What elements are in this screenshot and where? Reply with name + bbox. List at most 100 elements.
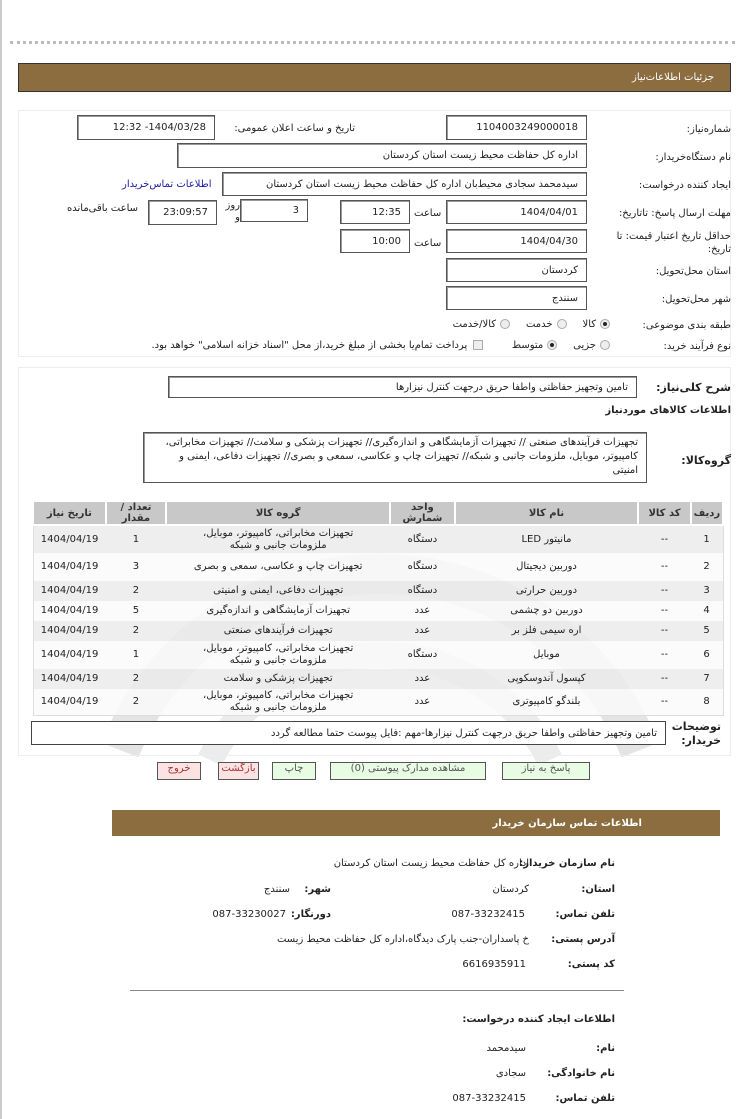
cell-qty: 2: [105, 689, 167, 716]
need-info-panel: [18, 110, 731, 357]
goods-table: ردیف کد کالا نام کالا واحد شمارش گروه کا…: [32, 500, 725, 716]
creator-label: ایجاد کننده درخواست:: [638, 180, 731, 191]
view-attachments-button[interactable]: مشاهده مدارک پیوستی (0): [330, 762, 486, 780]
cell-name: مانیتور LED: [454, 525, 639, 553]
contact-org-label: نام سازمان خریدار:: [519, 858, 615, 869]
contact-fax-label: دورنگار:: [290, 909, 331, 920]
checkbox-icon[interactable]: [473, 340, 484, 350]
category-option-goods[interactable]: کالا: [582, 319, 610, 330]
cell-name: اره سیمی فلز بر: [454, 621, 639, 641]
section-divider: [130, 990, 624, 991]
summary-field: تامین وتجهیز حفاظتی واطفا حریق درجهت کنت…: [168, 376, 637, 398]
cell-unit: عدد: [390, 669, 455, 689]
radio-icon[interactable]: [500, 319, 511, 329]
left-border: [0, 0, 2, 1119]
process-label: نوع فرآیند خرید:: [663, 341, 732, 352]
table-row: 8 -- بلندگو کامپیوتری عدد تجهیزات مخابراتی، …: [33, 689, 723, 716]
creator-field: سیدمحمد سجادی محیط‌بان اداره کل حفاظت مح…: [222, 172, 587, 196]
treasury-payment-checkbox[interactable]: پرداخت تمام‌یا بخشی از مبلغ خرید،از محل …: [152, 340, 484, 351]
table-header-row: ردیف کد کالا نام کالا واحد شمارش گروه کا…: [32, 500, 725, 526]
process-option-medium[interactable]: متوسط: [512, 340, 558, 351]
cell-unit: دستگاه: [390, 553, 455, 581]
need-number-label: شماره‌نیاز:: [686, 124, 731, 135]
cell-name: دوربین دیجیتال: [454, 553, 639, 581]
contact-org-value: اداره کل حفاظت محیط زیست استان کردستان: [333, 858, 529, 869]
creator-phone-label: تلفن تماس:: [555, 1093, 615, 1104]
radio-icon[interactable]: [547, 340, 558, 350]
contact-city-value: سنندج: [263, 884, 290, 895]
cell-row: 7: [690, 669, 723, 689]
cell-group: تجهیزات چاپ و عکاسی، سمعی و بصری: [166, 553, 391, 581]
cell-qty: 3: [105, 553, 167, 581]
cell-qty: 2: [105, 669, 167, 689]
days-label: روز و: [225, 200, 241, 223]
cell-code: --: [638, 689, 691, 716]
category-option-service[interactable]: خدمت: [526, 319, 567, 330]
radio-icon[interactable]: [600, 319, 610, 329]
cell-group: تجهیزات مخابراتی، کامپیوتر، موبایل، ملزو…: [166, 641, 391, 669]
need-number-field: 1104003249000018: [446, 115, 587, 140]
contact-header-bar: اطلاعات تماس سازمان خریدار: [112, 810, 720, 836]
cell-group: تجهیزات پزشکی و سلامت: [166, 669, 391, 689]
buyer-contact-link[interactable]: اطلاعات تماس‌خریدار: [122, 179, 212, 190]
cell-unit: دستگاه: [390, 581, 455, 601]
process-radio-group: جزیی متوسط پرداخت تمام‌یا بخشی از مبلغ خ…: [152, 340, 610, 351]
cell-row: 1: [690, 525, 723, 553]
col-qty: تعداد / مقدار: [104, 500, 168, 526]
cell-code: --: [638, 601, 691, 621]
col-group: گروه کالا: [165, 500, 392, 526]
cell-code: --: [638, 581, 691, 601]
buyer-notes-label: توضیحات خریدار:: [671, 720, 721, 747]
goods-panel: [18, 367, 731, 756]
cell-qty: 2: [105, 621, 167, 641]
col-name: نام کالا: [453, 500, 640, 526]
buyer-notes-field: تامین وتجهیز حفاظتی واطفا حریق درجهت کنت…: [31, 721, 666, 745]
cell-unit: دستگاه: [390, 525, 455, 553]
cell-code: --: [638, 553, 691, 581]
reply-button[interactable]: پاسخ به نیاز: [502, 762, 590, 780]
cell-date: 1404/04/19: [33, 581, 106, 601]
cell-code: --: [638, 641, 691, 669]
days-remaining-field: 3: [240, 199, 308, 222]
time-remaining-field: 23:09:57: [148, 200, 217, 225]
cell-qty: 1: [105, 641, 167, 669]
deadline-time-label: ساعت: [414, 208, 442, 219]
creator-phone-value: 087-33232415: [452, 1093, 526, 1104]
summary-label: شرح کلی‌نیاز:: [656, 381, 731, 394]
time-remaining-label: ساعت باقی‌مانده: [67, 203, 139, 214]
cell-date: 1404/04/19: [33, 669, 106, 689]
cell-unit: عدد: [390, 621, 455, 641]
contact-address-value: خ پاسداران-جنب پارک دیدگاه،اداره کل حفاظ…: [276, 934, 529, 945]
validity-label: حداقل تاریخ اعتبار قیمت: تا تاریخ:: [616, 231, 731, 255]
category-label: طبقه بندی موضوعی:: [642, 320, 731, 331]
validity-time-label: ساعت: [414, 238, 442, 249]
cell-name: بلندگو کامپیوتری: [454, 689, 639, 716]
print-button[interactable]: چاپ: [272, 762, 316, 780]
validity-time-field: 10:00: [340, 229, 410, 253]
radio-icon[interactable]: [556, 319, 567, 329]
contact-fax-value: 087-33230027: [212, 909, 286, 920]
cell-row: 8: [690, 689, 723, 716]
cell-row: 4: [690, 601, 723, 621]
col-code: کد کالا: [637, 500, 692, 526]
table-row: 6 -- موبایل دستگاه تجهیزات مخابراتی، کامپیوت…: [33, 641, 723, 669]
creator-name-label: نام:: [596, 1043, 615, 1054]
buyer-org-field: اداره کل حفاظت محیط زیست استان کردستان: [177, 143, 587, 168]
deadline-label: مهلت ارسال پاسخ: تاتاریخ:: [618, 208, 731, 219]
goods-section-title: اطلاعات کالاهای موردنیاز: [605, 405, 731, 416]
cell-date: 1404/04/19: [33, 641, 106, 669]
creator-info-title: اطلاعات ایجاد کننده درخواست:: [462, 1014, 615, 1025]
contact-phone-value: 087-33232415: [451, 909, 525, 920]
contact-postal-label: کد پستی:: [567, 959, 615, 970]
radio-icon[interactable]: [600, 340, 610, 350]
process-option-minor[interactable]: جزیی: [573, 340, 610, 351]
announce-label: تاریخ و ساعت اعلان عمومی:: [234, 123, 355, 134]
back-button[interactable]: بازگشت: [218, 762, 259, 780]
cell-date: 1404/04/19: [33, 601, 106, 621]
creator-name-value: سیدمحمد: [486, 1043, 527, 1054]
header-bar: جزئیات اطلاعات‌نیاز: [18, 63, 731, 92]
category-option-both[interactable]: کالا/خدمت: [453, 319, 511, 330]
cell-qty: 2: [105, 581, 167, 601]
cell-group: تجهیزات فرآیندهای صنعتی: [166, 621, 391, 641]
exit-button[interactable]: خروج: [157, 762, 201, 780]
